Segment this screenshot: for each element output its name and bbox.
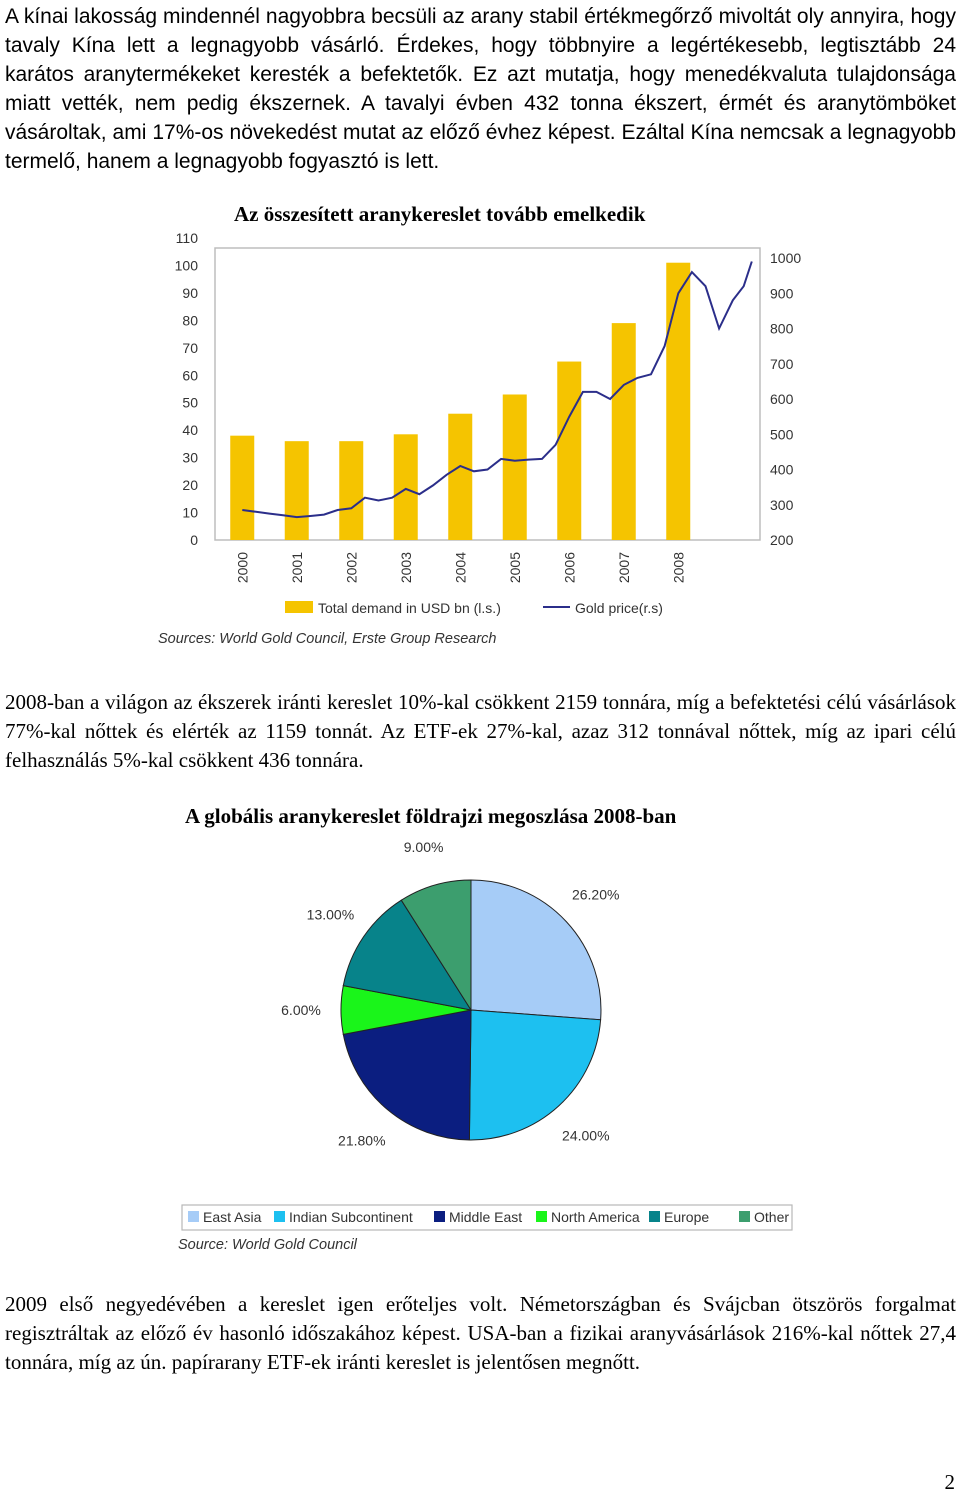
y-right-tick-label: 500 [770, 426, 794, 442]
y-left-tick-label: 50 [182, 395, 198, 411]
paragraph-2008-demand: 2008-ban a világon az ékszerek iránti ke… [5, 688, 956, 775]
y-right-tick-label: 700 [770, 356, 794, 372]
pie-legend-swatch [188, 1211, 199, 1222]
gold-price-line [242, 261, 753, 519]
demand-bar [502, 394, 527, 540]
y-right-tick-label: 1000 [770, 250, 801, 266]
pie-legend-label: Indian Subcontinent [289, 1209, 413, 1225]
paragraph-2009-q1-text: 2009 első negyedévében a kereslet igen e… [5, 1292, 956, 1374]
x-tick-label: 2006 [561, 552, 577, 583]
x-tick-label: 2005 [507, 552, 523, 583]
pie-slice [468, 1009, 602, 1141]
y-left-tick-label: 20 [182, 477, 198, 493]
pie-legend-swatch [649, 1211, 660, 1222]
pie-value-label: 6.00% [281, 1002, 321, 1018]
y-right-tick-label: 400 [770, 462, 794, 478]
y-left-tick-label: 60 [182, 367, 198, 383]
x-tick-label: 2003 [398, 552, 414, 583]
y-right-tick-label: 200 [770, 532, 794, 548]
pie-legend-label: North America [551, 1209, 640, 1225]
pie-slice [342, 1009, 472, 1141]
x-tick-label: 2002 [343, 552, 359, 583]
pie-legend-swatch [274, 1211, 285, 1222]
pie-chart-source: Source: World Gold Council [178, 1237, 358, 1253]
paragraph-2009-q1: 2009 első negyedévében a kereslet igen e… [5, 1290, 956, 1377]
legend-label-demand: Total demand in USD bn (l.s.) [318, 600, 501, 616]
pie-legend-swatch [434, 1211, 445, 1222]
demand-bar [448, 413, 473, 540]
y-left-tick-label: 90 [182, 285, 198, 301]
demand-bar [611, 323, 636, 540]
legend-swatch-demand [285, 601, 313, 613]
pie-value-label: 21.80% [338, 1132, 385, 1148]
bar-chart-title: Az összesített aranykereslet tovább emel… [234, 202, 645, 227]
pie-slice [400, 879, 472, 1012]
demand-bar [393, 434, 418, 540]
demand-bar [557, 361, 582, 540]
x-tick-label: 2004 [452, 552, 468, 583]
bar-chart-source: Sources: World Gold Council, Erste Group… [158, 631, 496, 647]
pie-value-label: 9.00% [404, 840, 444, 855]
gold-demand-chart: 0 10 20 30 40 50 60 70 80 90 100 110 200 300 400 500 600… [158, 230, 801, 647]
pie-legend-label: Middle East [449, 1209, 522, 1225]
y-right-tick-label: 300 [770, 497, 794, 513]
pie-legend-label: East Asia [203, 1209, 262, 1225]
pie-value-label: 13.00% [307, 906, 354, 922]
y-left-tick-label: 40 [182, 422, 198, 438]
pie-legend-swatch [739, 1211, 750, 1222]
legend-label-price: Gold price(r.s) [575, 600, 663, 616]
x-tick-label: 2001 [289, 552, 305, 583]
paragraph-intro-text: A kínai lakosság mindennél nagyobbra bec… [5, 5, 956, 173]
pie-value-label: 24.00% [562, 1127, 609, 1143]
y-left-tick-label: 110 [176, 230, 199, 246]
y-right-tick-label: 900 [770, 285, 794, 301]
page-number: 2 [944, 1470, 956, 1494]
y-left-tick-label: 80 [182, 312, 198, 328]
demand-bar [339, 441, 364, 540]
y-right-tick-label: 600 [770, 391, 794, 407]
pie-legend-swatch [536, 1211, 547, 1222]
pie-legend-label: Other [754, 1209, 789, 1225]
pie-chart-title: A globális aranykereslet földrajzi megos… [185, 804, 676, 829]
demand-bar [230, 435, 255, 540]
paragraph-2008-demand-text: 2008-ban a világon az ékszerek iránti ke… [5, 690, 956, 772]
y-left-tick-label: 70 [182, 340, 198, 356]
y-left-tick-label: 100 [175, 257, 199, 273]
bar-chart-title-text: Az összesített aranykereslet tovább emel… [234, 202, 646, 226]
y-left-tick-label: 10 [182, 505, 198, 521]
paragraph-intro: A kínai lakosság mindennél nagyobbra bec… [5, 2, 956, 176]
pie-chart-title-text: A globális aranykereslet földrajzi megos… [185, 804, 677, 828]
pie-legend-label: Europe [664, 1209, 709, 1225]
demand-bar [284, 441, 309, 540]
y-left-tick-label: 0 [190, 532, 198, 548]
pie-slice [342, 899, 473, 1011]
pie-value-label: 26.20% [572, 886, 619, 902]
x-tick-label: 2000 [234, 552, 250, 583]
x-tick-label: 2007 [616, 552, 632, 583]
pie-slice [470, 879, 602, 1021]
x-tick-label: 2008 [670, 552, 686, 583]
y-right-tick-label: 800 [770, 321, 794, 337]
y-left-tick-label: 30 [182, 450, 198, 466]
regional-demand-pie-chart: 26.20% 24.00% 21.80% 6.00% 13.00% 9.00% East A… [178, 840, 793, 1253]
demand-bar [666, 262, 691, 540]
